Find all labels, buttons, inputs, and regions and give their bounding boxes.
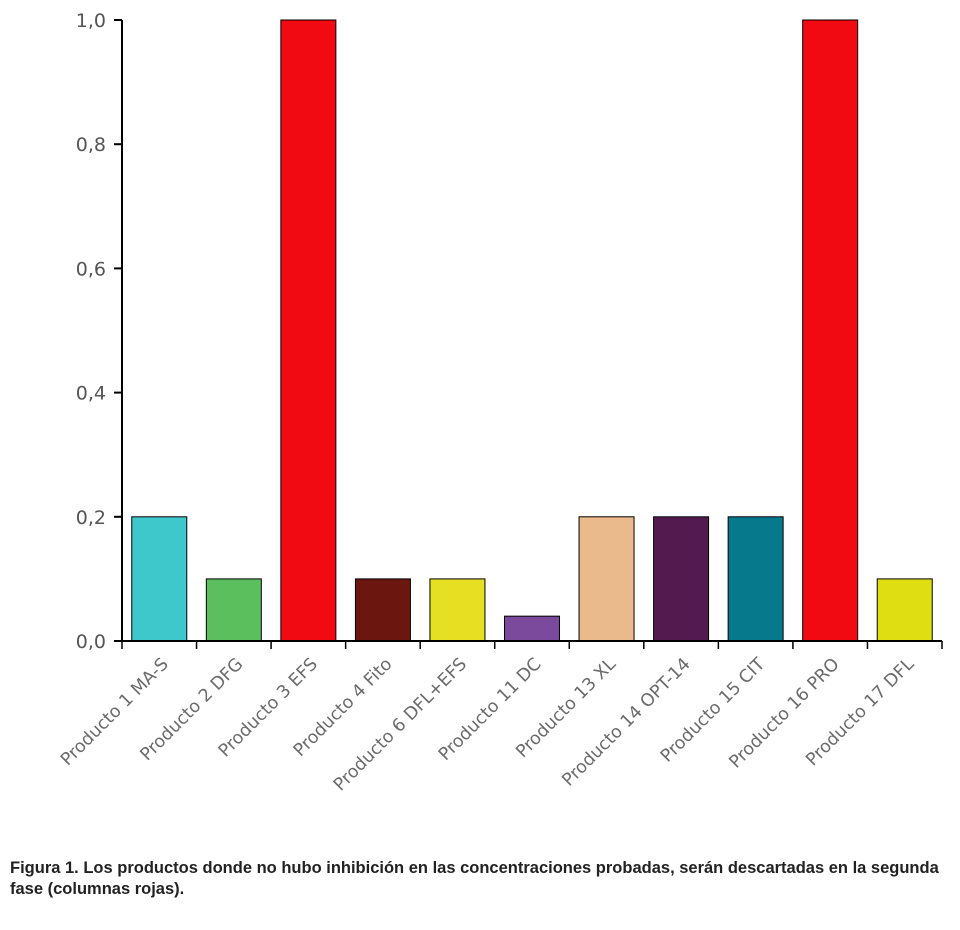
y-tick-label: 1,0 [76, 10, 106, 32]
x-category-label: Producto 6 DFL+EFS [330, 654, 471, 795]
bar [280, 19, 337, 642]
y-tick-label: 0,8 [76, 134, 106, 156]
bar [653, 516, 710, 642]
y-tick-label: 0,0 [76, 631, 106, 653]
y-tick-label: 0,6 [76, 258, 106, 280]
bar [802, 19, 859, 642]
x-category-label: Producto 14 OPT-14 [558, 654, 694, 790]
bar [131, 516, 188, 642]
y-axis: 0,0 0,2 0,4 0,6 0,8 1,0 [76, 10, 123, 653]
bar [205, 578, 262, 642]
y-tick-label: 0,2 [76, 507, 106, 529]
bar [727, 516, 784, 642]
bar [578, 516, 635, 642]
bar [429, 578, 486, 642]
bar [504, 615, 560, 642]
figure-caption: Figura 1. Los productos donde no hubo in… [10, 859, 939, 898]
y-tick-label: 0,4 [76, 383, 106, 405]
bars [131, 19, 933, 642]
bar [876, 578, 933, 642]
bar [354, 578, 411, 642]
